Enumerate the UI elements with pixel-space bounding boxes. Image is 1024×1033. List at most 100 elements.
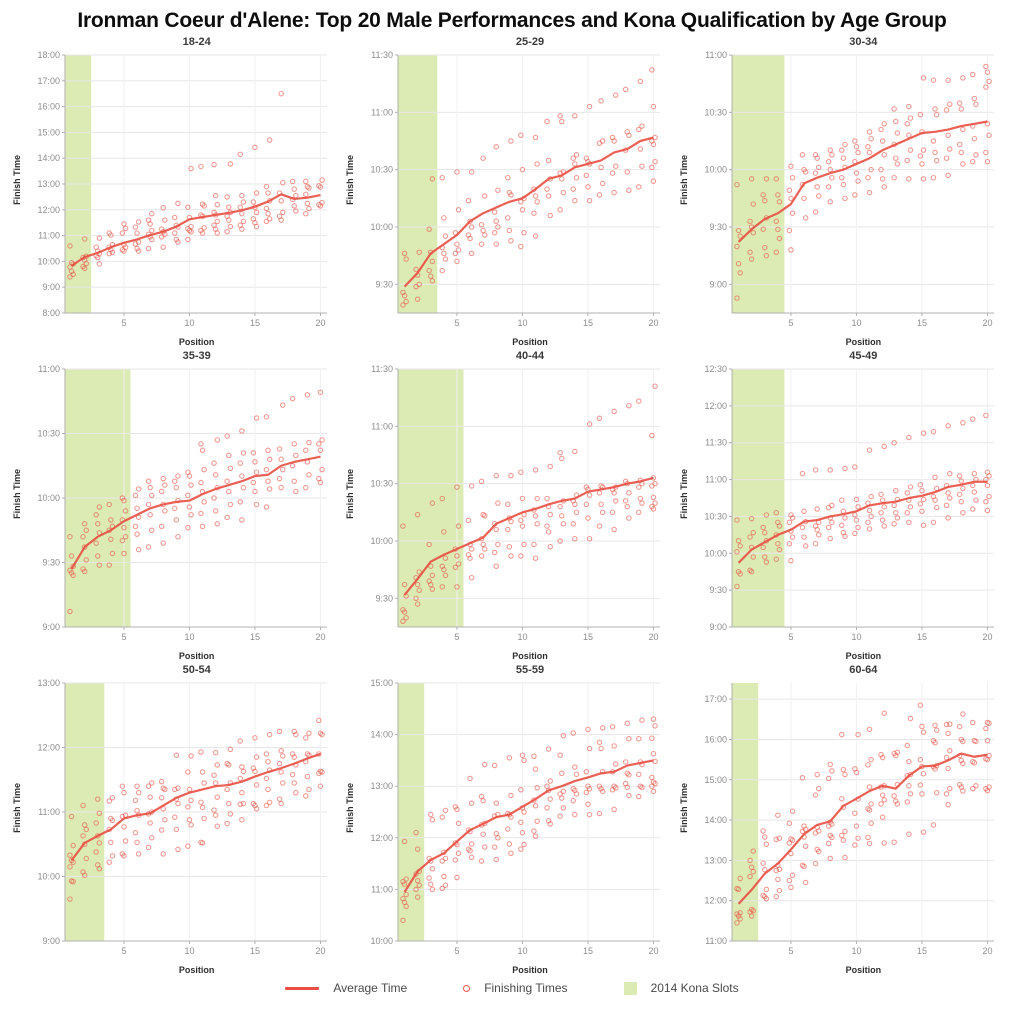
finish-time-point	[319, 437, 325, 443]
finish-time-point	[802, 543, 809, 549]
finish-time-point	[160, 475, 167, 482]
finish-time-point	[173, 517, 180, 523]
finish-time-point	[585, 801, 592, 808]
finish-time-point	[239, 517, 245, 523]
x-tick-label: 5	[788, 318, 793, 328]
finish-time-point	[67, 896, 73, 902]
plot-area-18-24: 8:00 9:00 10:00 11:00 12:00 13:00 14:00 15:00 16…	[37, 50, 327, 328]
y-tick-label: 15:00	[37, 127, 60, 137]
finish-time-point	[789, 534, 795, 540]
finish-time-point	[598, 501, 605, 508]
finish-time-point	[881, 121, 887, 127]
finish-time-point	[119, 230, 126, 236]
finish-time-point	[773, 509, 779, 516]
finish-time-point	[854, 178, 861, 184]
subplot-title: 50-54	[182, 664, 211, 676]
finish-time-point	[748, 515, 755, 522]
finish-time-point	[227, 501, 234, 508]
finish-time-point	[750, 554, 756, 560]
finish-time-point	[984, 507, 990, 514]
finish-time-point	[557, 113, 564, 119]
y-tick-label: 12:00	[37, 205, 60, 215]
finish-time-point	[467, 775, 474, 782]
finish-time-point	[786, 540, 792, 547]
finish-time-point	[520, 523, 526, 529]
finish-time-point	[649, 774, 655, 781]
finish-time-point	[316, 717, 322, 724]
finish-time-point	[930, 428, 936, 435]
finish-time-point	[851, 530, 858, 537]
finish-time-point	[776, 546, 782, 553]
finish-time-point	[905, 783, 912, 789]
finish-time-point	[956, 723, 963, 730]
finish-time-point	[984, 69, 990, 75]
subplot-55-59: 55-59 Finish Time 10:00 11:00 12:00 13:00 14…	[345, 663, 678, 977]
finish-time-point	[546, 529, 552, 535]
finish-time-point	[789, 872, 795, 879]
x-tick-label: 15	[583, 946, 593, 956]
finish-time-point	[533, 467, 539, 473]
finish-time-point	[93, 512, 99, 518]
finish-time-point	[266, 137, 273, 143]
legend-item-average-time: Average Time	[285, 981, 407, 995]
finish-time-point	[787, 195, 794, 202]
y-tick-label: 11:00	[705, 475, 727, 485]
finish-time-point	[969, 158, 976, 165]
finish-time-point	[80, 833, 86, 839]
finish-time-point	[160, 785, 167, 791]
x-tick-label: 15	[917, 632, 927, 642]
finish-time-point	[879, 176, 886, 182]
x-tick-label: 20	[982, 318, 992, 328]
finish-time-point	[240, 484, 247, 491]
page-title: Ironman Coeur d'Alene: Top 20 Male Perfo…	[77, 9, 947, 32]
finish-time-point	[508, 553, 515, 559]
finish-time-point	[265, 786, 271, 793]
finish-time-point	[597, 810, 603, 817]
finish-time-point	[172, 478, 178, 484]
finish-time-point	[799, 152, 805, 158]
finish-time-point	[959, 75, 966, 81]
finish-time-point	[454, 484, 461, 490]
plot-area-50-54: 9:00 10:00 11:00 12:00 13:00 5 10 15 20	[37, 678, 327, 956]
finish-time-point	[774, 540, 781, 547]
finish-time-point	[149, 227, 155, 234]
finish-time-point	[639, 717, 646, 723]
finish-time-point	[917, 702, 923, 708]
finish-time-point	[252, 735, 258, 741]
finish-time-point	[467, 218, 474, 225]
finish-time-point	[319, 199, 325, 206]
finish-time-point	[812, 540, 818, 547]
finish-time-point	[583, 155, 590, 161]
y-tick-label: 10:30	[704, 511, 727, 521]
finish-time-point	[439, 563, 446, 569]
finish-time-point	[985, 132, 992, 139]
subplot-18-24: 18-24 Finish Time 8:00 9:00 10:00 11:00 12:0…	[12, 35, 345, 349]
finish-time-point	[787, 836, 794, 842]
finish-time-point	[866, 149, 872, 156]
finish-time-point	[175, 846, 181, 853]
finish-time-point	[945, 515, 951, 521]
finish-time-point	[787, 512, 794, 518]
finish-time-point	[918, 487, 925, 494]
finish-time-point	[304, 392, 311, 398]
finish-time-point	[570, 155, 577, 161]
finish-time-point	[649, 432, 655, 439]
finish-time-point	[544, 186, 551, 192]
finish-time-point	[227, 465, 234, 472]
finish-time-point	[546, 746, 552, 752]
finish-time-point	[825, 775, 832, 782]
x-tick-label: 20	[649, 632, 659, 642]
finish-time-point	[838, 795, 845, 802]
subplot-title: 40-44	[515, 350, 545, 362]
finish-time-point	[574, 152, 580, 158]
finish-time-point	[825, 158, 832, 165]
finish-time-point	[508, 138, 515, 144]
finish-time-point	[214, 521, 221, 527]
finish-time-point	[439, 267, 446, 274]
finish-time-point	[521, 229, 528, 236]
finish-time-point	[265, 190, 271, 196]
finish-time-point	[276, 475, 283, 482]
finish-time-point	[265, 758, 271, 765]
finish-time-point	[68, 553, 75, 559]
finish-time-point	[403, 615, 410, 621]
